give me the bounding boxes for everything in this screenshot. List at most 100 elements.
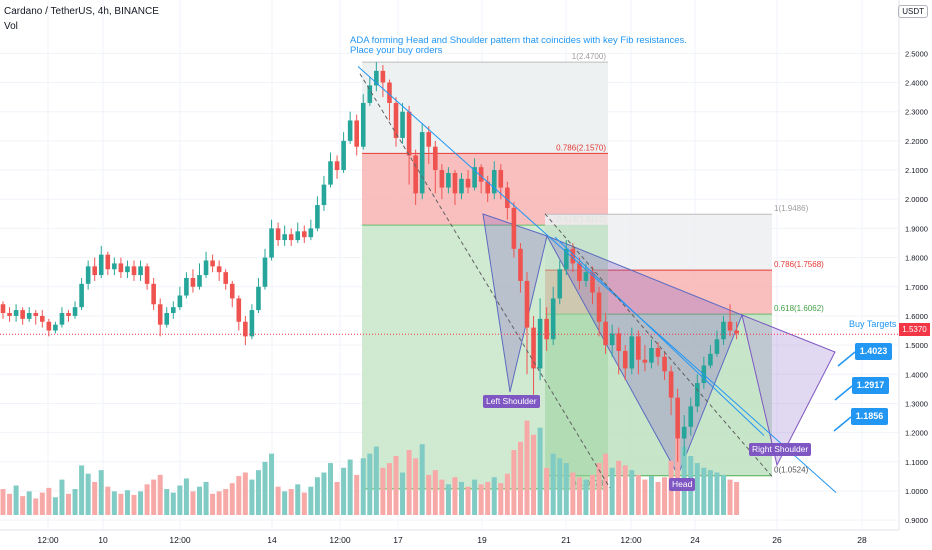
fib1-top-zone xyxy=(362,62,608,154)
volume-bar xyxy=(504,473,510,515)
candle-body xyxy=(406,111,412,156)
y-tick-label-2: 2.3000 xyxy=(905,108,928,117)
x-tick-label-9: 24 xyxy=(690,535,700,545)
candle-body xyxy=(138,266,143,276)
candle-body xyxy=(636,336,641,360)
y-tick-label-4: 2.1000 xyxy=(905,166,928,175)
candle-body xyxy=(708,353,713,366)
volume-bar xyxy=(400,472,406,515)
candle-body xyxy=(66,313,71,316)
volume-bar xyxy=(465,486,471,515)
volume-bar xyxy=(321,472,327,515)
volume-bar xyxy=(118,493,124,515)
volume-bar xyxy=(517,441,523,515)
volume-bar xyxy=(157,474,163,515)
candle-body xyxy=(616,333,621,351)
volume-bar xyxy=(20,496,26,515)
candle-body xyxy=(112,263,117,270)
buy-target-2: 1.2917 xyxy=(852,377,889,394)
volume-bar xyxy=(52,497,58,515)
volume-bar xyxy=(295,484,301,515)
candle-body xyxy=(105,254,111,270)
candle-body xyxy=(308,228,314,238)
volume-bar xyxy=(498,483,504,515)
candle-body xyxy=(282,234,287,241)
candle-body xyxy=(629,336,635,369)
candle-body xyxy=(92,266,97,276)
fib1-label-1: 0.786(2.1570) xyxy=(556,143,606,152)
buy-target-pointer-1 xyxy=(837,351,856,367)
volume-bar xyxy=(7,493,13,515)
volume-bar xyxy=(583,479,589,515)
volume-bar xyxy=(524,420,530,515)
volume-bar xyxy=(183,478,189,515)
candle-body xyxy=(262,257,268,287)
candle-body xyxy=(734,330,739,334)
candle-body xyxy=(400,111,405,138)
volume-bar xyxy=(694,463,700,515)
volume-bar xyxy=(46,487,52,515)
candle-body xyxy=(360,102,366,147)
volume-bar xyxy=(131,494,137,515)
fib2-label-2: 0.618(1.6062) xyxy=(774,304,824,313)
volume-bar xyxy=(439,479,445,515)
candle-body xyxy=(243,321,248,337)
volume-bar xyxy=(197,486,202,515)
volume-bar xyxy=(603,453,609,515)
candle-body xyxy=(177,295,183,308)
volume-bar xyxy=(452,477,458,515)
candle-body xyxy=(695,383,700,407)
x-tick-label-7: 21 xyxy=(561,535,571,545)
volume-bar xyxy=(347,459,353,515)
candle-body xyxy=(459,178,464,194)
volume-bar xyxy=(373,446,379,515)
volume-bar xyxy=(360,458,366,515)
candle-body xyxy=(216,266,222,273)
candle-body xyxy=(7,313,12,316)
volume-bar xyxy=(282,491,288,515)
volume-bar xyxy=(419,444,425,515)
volume-bar xyxy=(701,467,707,515)
candle-body xyxy=(33,313,39,316)
fib-overlap-zone xyxy=(545,225,608,489)
currency-badge[interactable]: USDT xyxy=(898,5,928,18)
volume-bar xyxy=(105,486,111,515)
volume-bar xyxy=(386,463,392,515)
y-tick-label-13: 1.2000 xyxy=(905,429,928,438)
candle-body xyxy=(662,356,667,372)
candle-body xyxy=(321,184,327,206)
volume-bar xyxy=(151,479,157,515)
y-tick-label-15: 1.0000 xyxy=(905,487,928,496)
candle-body xyxy=(564,248,569,270)
volume-bar xyxy=(288,489,294,515)
candle-body xyxy=(485,181,490,194)
candle-body xyxy=(491,170,497,194)
candle-body xyxy=(655,348,661,357)
fib1-label-3: 0(1.0073) xyxy=(572,479,607,488)
fib1-red-zone xyxy=(362,153,608,226)
candle-body xyxy=(171,307,176,314)
candle-body xyxy=(184,278,189,296)
volume-bar xyxy=(242,472,248,515)
candle-body xyxy=(210,260,215,267)
volume-bar xyxy=(164,489,170,515)
candle-body xyxy=(498,170,504,188)
volume-bar xyxy=(328,463,333,515)
volume-bar xyxy=(229,483,235,515)
candle-body xyxy=(446,172,451,188)
candle-body xyxy=(472,167,477,188)
fib2-label-0: 1(1.9486) xyxy=(774,204,809,213)
head-label: Head xyxy=(669,478,696,491)
fib2-top-zone xyxy=(545,214,772,271)
candle-body xyxy=(675,397,680,439)
candle-body xyxy=(190,278,196,287)
candle-body xyxy=(40,315,45,322)
candle-body xyxy=(203,260,209,276)
x-tick-label-0: 12:00 xyxy=(37,535,59,545)
y-tick-label-5: 2.0000 xyxy=(905,195,928,204)
candle-body xyxy=(419,132,425,194)
volume-bar xyxy=(124,490,130,515)
y-tick-label-3: 2.2000 xyxy=(905,137,928,146)
volume-bar xyxy=(223,489,229,515)
